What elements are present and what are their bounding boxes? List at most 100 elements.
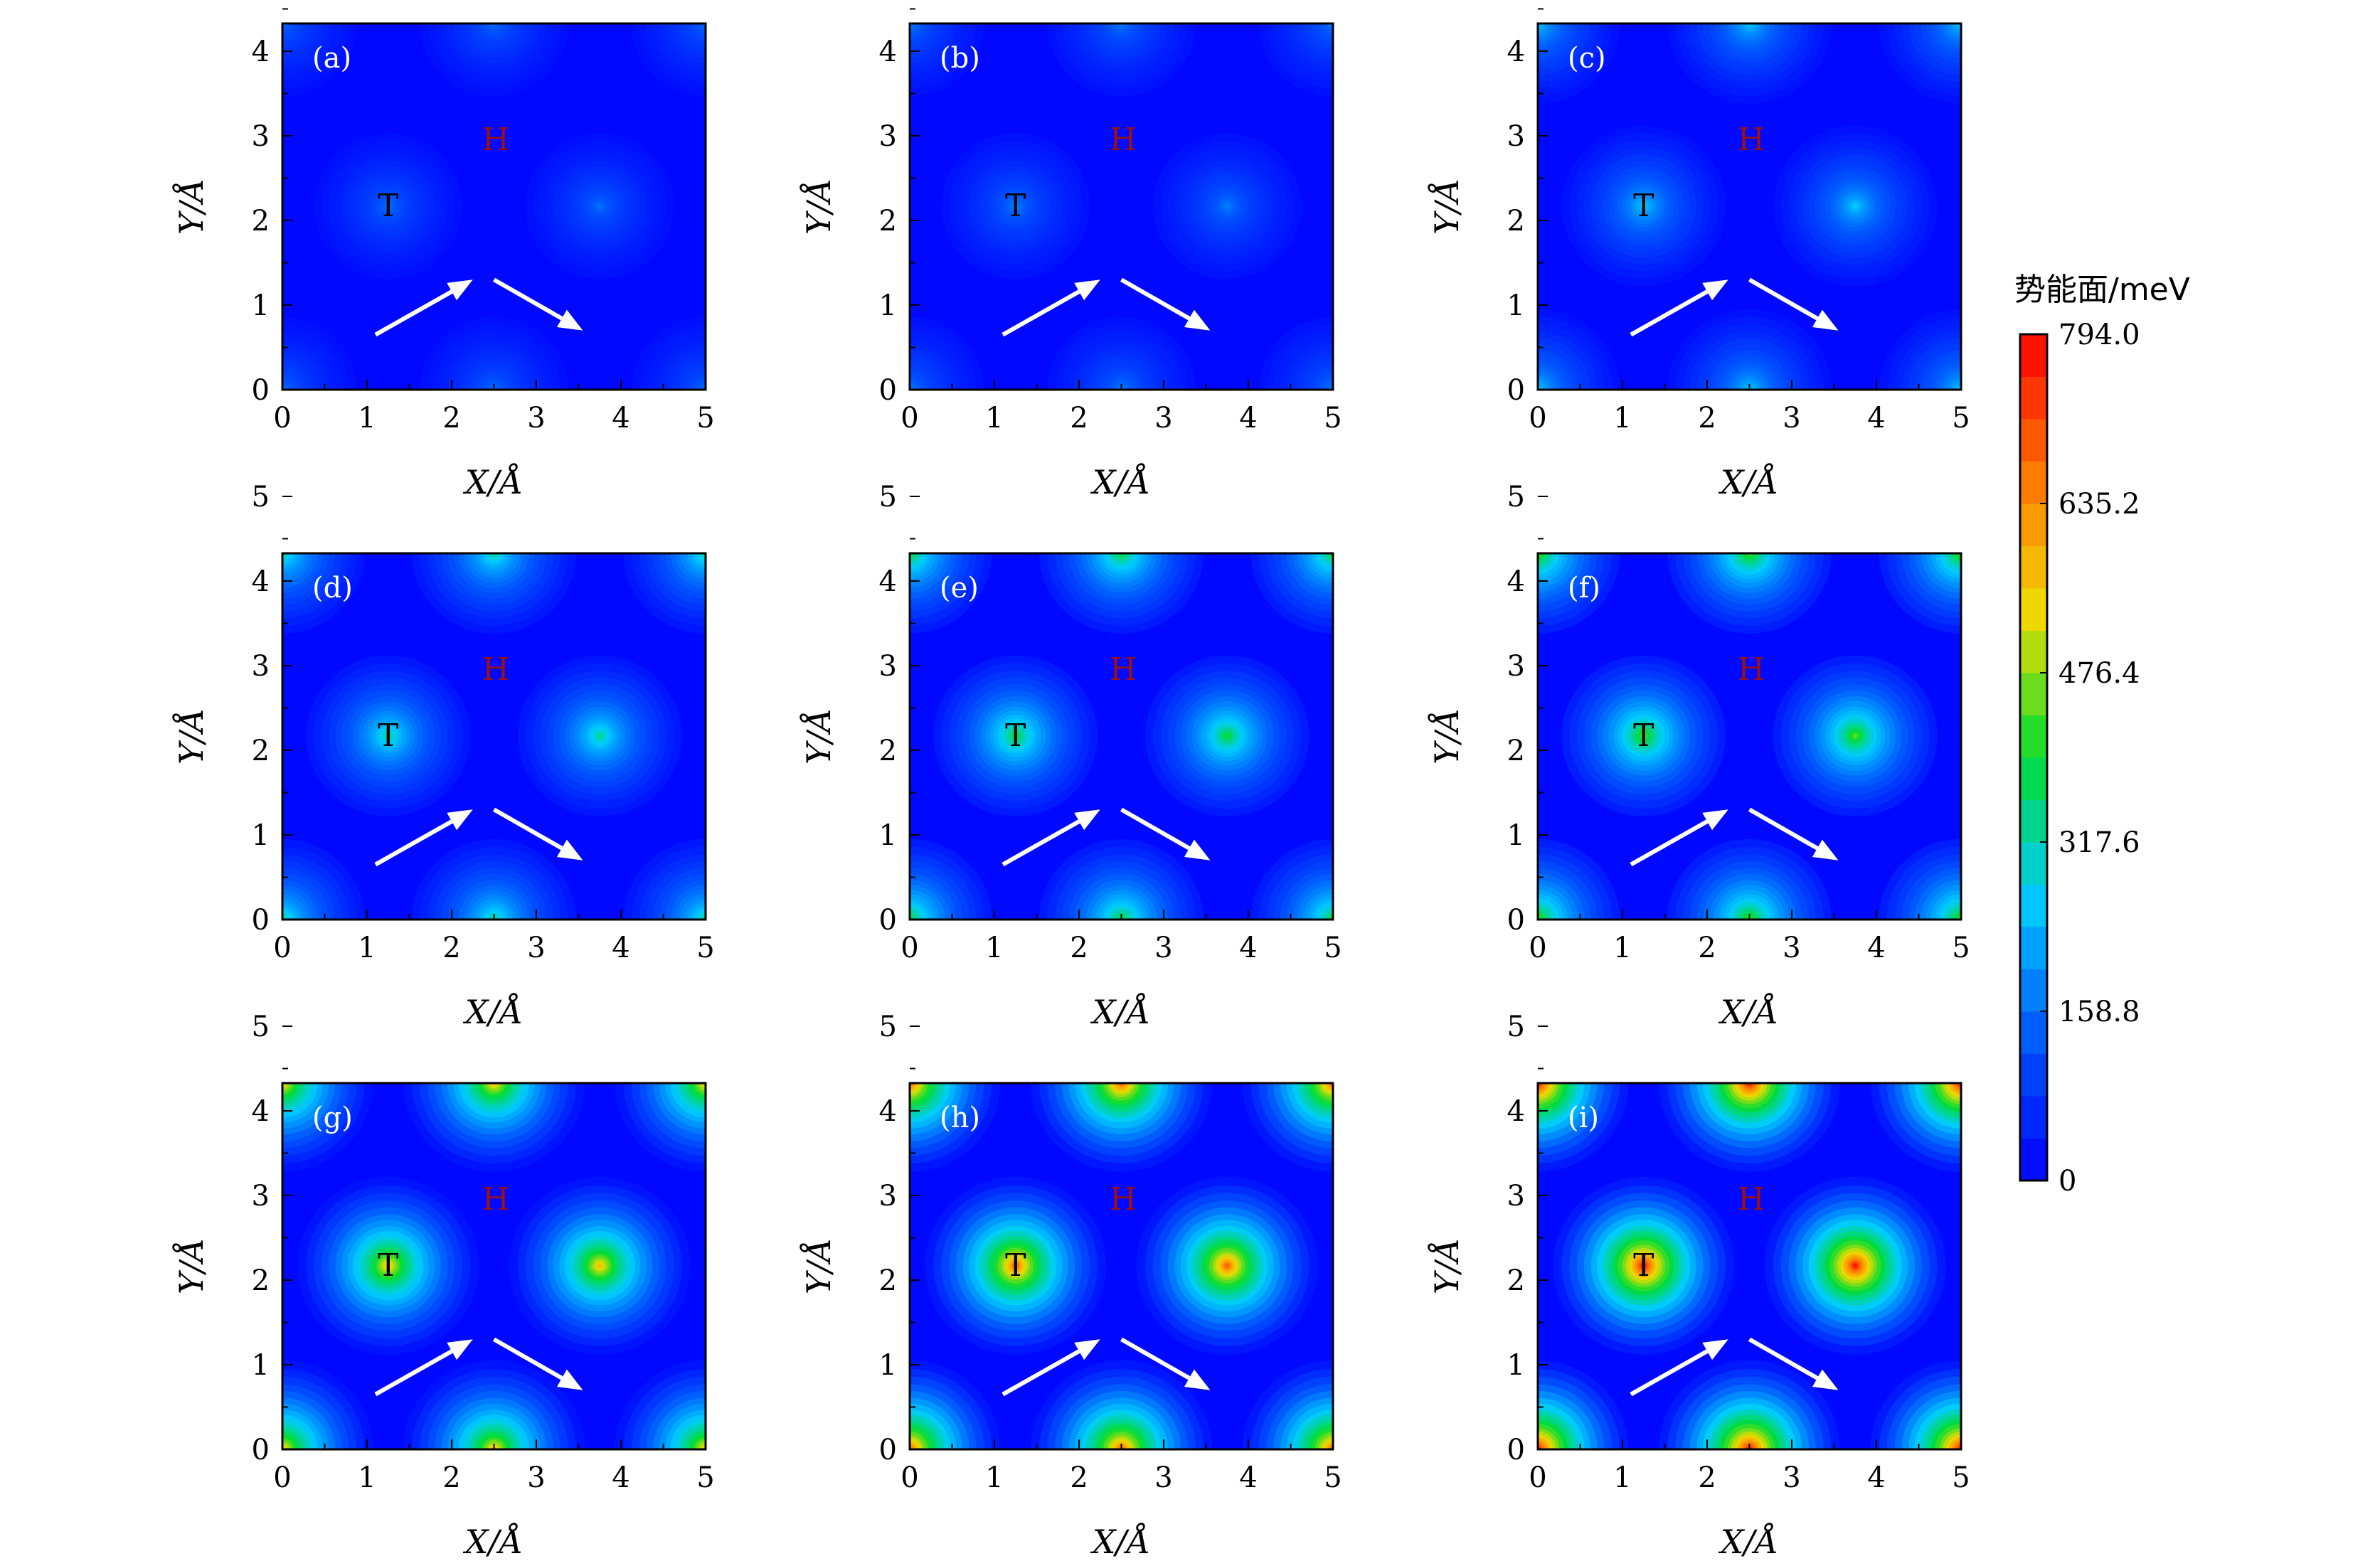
- arrow-shaft: [374, 1349, 453, 1397]
- contour-level: [1013, 733, 1018, 738]
- x-tick-label: 5: [1324, 932, 1342, 964]
- contour-level: [2045, 185, 2088, 228]
- contour-level: [2031, 1231, 2103, 1301]
- contour-map: [910, 1083, 1333, 1449]
- contour-level: [2041, 710, 2093, 761]
- contour-level: [1992, 1193, 2141, 1338]
- contour-level: [2000, 1200, 2133, 1331]
- x-axis-label: X/Å: [1718, 1522, 1778, 1561]
- colorbar: 势能面/meV 794.0 635.2 476.4 317.6 158.8 0: [2014, 272, 2190, 1198]
- x-tick-label: 0: [901, 932, 918, 964]
- y-tick-label: 1: [879, 819, 897, 852]
- contour-map: [1538, 23, 2133, 390]
- contour-level: [2063, 732, 2071, 740]
- panel-f: T H (f) 00 1 1 2 2 3 3 4 4 5 5 X/Å Y/Å: [1427, 481, 2093, 1031]
- x-tick-label: 4: [1867, 1461, 1885, 1494]
- x-tick-label: 1: [985, 402, 1003, 435]
- panel-h: T H (h) 00 1 1 2 2 3 3 4 4 5 5 X/Å Y/Å: [799, 1011, 1342, 1561]
- site-label-hollow: H: [1738, 1181, 1765, 1218]
- x-tick-label: 0: [273, 932, 291, 964]
- y-axis-label: Y/Å: [1427, 708, 1466, 764]
- contour-level: [2063, 1262, 2071, 1269]
- contour-level: [1225, 203, 1230, 208]
- contour-level: [2007, 1208, 2127, 1324]
- arrow-head: [1074, 809, 1100, 831]
- x-tick-label: 4: [612, 932, 629, 964]
- arrow-head: [447, 279, 473, 301]
- y-tick-label: 3: [1507, 650, 1525, 683]
- contour-level: [2049, 1248, 2085, 1284]
- contour-level: [2045, 1245, 2088, 1287]
- x-tick-label: 5: [696, 1461, 714, 1494]
- site-label-top: T: [1633, 1247, 1654, 1284]
- contour-level: [2065, 204, 2069, 208]
- y-tick-label: 2: [252, 1264, 270, 1297]
- x-tick-label: 3: [1154, 1461, 1172, 1494]
- arrow-head: [1702, 279, 1728, 301]
- y-tick-label: 1: [252, 289, 270, 322]
- y-tick-label: 4: [879, 565, 897, 598]
- y-tick-label: 1: [879, 289, 897, 322]
- y-tick-label: 2: [879, 735, 897, 767]
- contour-level: [1853, 203, 1858, 208]
- arrow-shaft: [374, 289, 453, 337]
- x-tick-label: 1: [358, 1461, 376, 1494]
- contour-map: [282, 553, 706, 920]
- y-tick-label: 4: [252, 36, 270, 68]
- panel-e: T H (e) 00 1 1 2 2 3 3 4 4 5 5 X/Å Y/Å: [799, 481, 1342, 1031]
- x-axis-label: X/Å: [463, 1522, 523, 1561]
- arrow-head: [1812, 1369, 1839, 1390]
- y-tick-label: 1: [1507, 289, 1525, 322]
- contour-level: [597, 733, 602, 738]
- y-tick-label: 1: [1507, 1349, 1525, 1382]
- x-tick-label: 5: [696, 932, 714, 964]
- x-tick-label: 2: [1070, 932, 1088, 964]
- x-tick-label: 3: [1783, 1461, 1800, 1494]
- y-tick-label: 2: [879, 1264, 897, 1297]
- x-tick-label: 5: [1952, 1461, 1970, 1494]
- arrow-shaft: [1748, 1337, 1819, 1380]
- contour-level: [2065, 734, 2069, 738]
- contour-level: [1013, 203, 1018, 208]
- contour-level: [2041, 181, 2093, 231]
- y-tick-label: 5: [879, 481, 897, 513]
- contour-level: [2063, 203, 2071, 210]
- contour-level: [2026, 1226, 2108, 1306]
- colorbar-tick-label: 794.0: [2058, 319, 2140, 351]
- x-tick-label: 3: [1783, 402, 1800, 435]
- colorbar-tick-label: 635.2: [2058, 488, 2140, 521]
- site-label-top: T: [378, 1247, 398, 1284]
- y-tick-label: 5: [1507, 1011, 1525, 1043]
- x-axis-label: X/Å: [1090, 462, 1150, 501]
- y-tick-label: 1: [252, 819, 270, 852]
- contour-level: [2049, 718, 2085, 754]
- arrow-shaft: [493, 277, 563, 321]
- colorbar-frame: [2019, 333, 2049, 1182]
- y-tick-label: 0: [1507, 374, 1525, 407]
- colorbar-level: [2020, 1096, 2047, 1139]
- y-tick-label: 2: [879, 205, 897, 238]
- arrow-shaft: [1748, 277, 1819, 321]
- x-tick-label: 3: [527, 932, 545, 964]
- panel-label: (d): [312, 572, 353, 604]
- x-tick-label: 0: [1529, 932, 1546, 964]
- contour-level: [2000, 141, 2133, 271]
- contour-level: [597, 1263, 602, 1268]
- contour-level: [1641, 203, 1646, 208]
- y-axis-label: Y/Å: [799, 179, 838, 235]
- y-tick-label: 4: [252, 1095, 270, 1128]
- site-label-hollow: H: [1110, 122, 1137, 158]
- arrow-head: [1812, 839, 1839, 861]
- contour-level: [1641, 733, 1646, 738]
- x-tick-label: 5: [1952, 402, 1970, 435]
- site-label-hollow: H: [482, 122, 509, 158]
- y-tick-label: 4: [879, 36, 897, 68]
- arrow-head: [556, 839, 583, 861]
- arrow-shaft: [1002, 1349, 1080, 1397]
- x-tick-label: 3: [1154, 932, 1172, 964]
- contour-level: [2052, 1252, 2081, 1280]
- site-label-top: T: [1005, 188, 1026, 224]
- y-axis-label: Y/Å: [799, 708, 838, 764]
- x-tick-label: 4: [1239, 402, 1257, 435]
